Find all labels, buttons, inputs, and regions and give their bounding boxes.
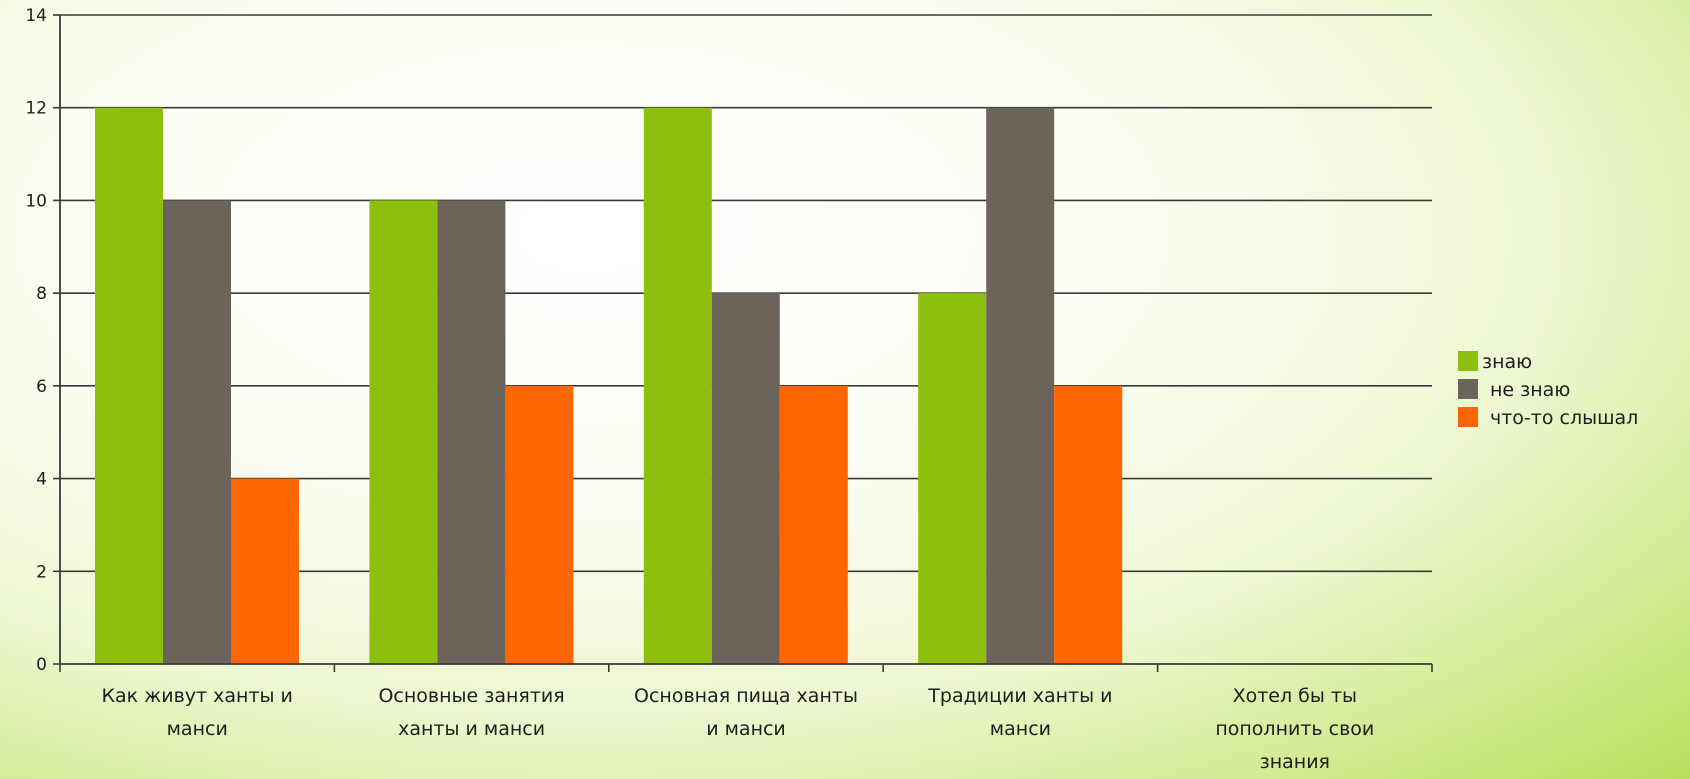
bar <box>643 107 712 664</box>
legend-swatch <box>1458 351 1478 371</box>
y-tick-label: 0 <box>36 655 47 675</box>
axes <box>53 14 1433 672</box>
y-tick-label: 12 <box>25 99 47 119</box>
x-category-label-line: знания <box>1260 751 1330 773</box>
y-tick-label: 4 <box>36 470 47 490</box>
x-category-label-line: Основные занятия <box>378 685 564 707</box>
bars <box>95 107 1123 664</box>
x-axis-category-labels: Как живут ханты и манси Основные занятия ха… <box>101 685 1374 773</box>
bar <box>95 107 163 664</box>
bar <box>369 200 438 664</box>
bar <box>1054 385 1123 664</box>
x-category-label-line: ханты и манси <box>398 718 545 740</box>
legend-label: что-то слышал <box>1490 407 1638 429</box>
legend: знаю не знаю что-то слышал <box>1458 351 1638 429</box>
y-tick-label: 8 <box>36 284 47 304</box>
legend-swatch <box>1458 379 1478 399</box>
x-category-label-line: Основная пища ханты <box>634 685 858 707</box>
x-category-label: Основные занятия ханты и манси <box>378 685 564 740</box>
y-axis-tick-labels: 0 2 4 6 8 10 12 14 <box>25 6 47 675</box>
bar <box>779 385 848 664</box>
x-category-label-line: и манси <box>706 718 786 740</box>
x-category-label-line: пополнить свои <box>1215 718 1374 740</box>
x-category-label: Хотел бы ты пополнить свои знания <box>1215 685 1374 773</box>
y-tick-label: 10 <box>25 191 47 211</box>
x-category-label-line: манси <box>167 718 228 740</box>
legend-swatch <box>1458 407 1478 427</box>
y-tick-label: 2 <box>36 562 47 582</box>
legend-label: знаю <box>1482 351 1532 373</box>
bar <box>437 200 506 664</box>
x-category-label: Как живут ханты и манси <box>101 685 292 740</box>
bar <box>711 293 780 664</box>
y-tick-label: 14 <box>25 6 47 26</box>
bar <box>505 385 574 664</box>
legend-label: не знаю <box>1490 379 1570 401</box>
bar <box>163 200 231 664</box>
x-category-label-line: Традиции ханты и <box>927 685 1112 707</box>
x-category-label-line: манси <box>990 718 1051 740</box>
bar <box>986 107 1055 664</box>
x-category-label-line: Хотел бы ты <box>1233 685 1357 707</box>
x-category-label: Основная пища ханты и манси <box>634 685 858 740</box>
bar <box>918 293 987 664</box>
bar <box>231 478 299 664</box>
x-category-label: Традиции ханты и манси <box>927 685 1112 740</box>
x-category-label-line: Как живут ханты и <box>101 685 292 707</box>
y-tick-label: 6 <box>36 377 47 397</box>
